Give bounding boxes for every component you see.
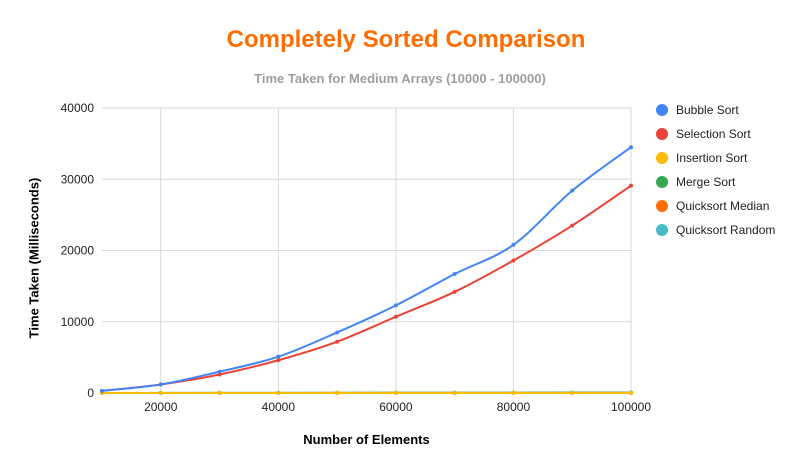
data-point-bubble-sort <box>629 145 633 150</box>
y-tick-label: 10000 <box>61 315 95 329</box>
data-point-insertion-sort <box>570 391 575 395</box>
data-point-insertion-sort <box>335 391 340 395</box>
legend-label: Quicksort Median <box>676 199 770 213</box>
legend-item-quicksort-random: Quicksort Random <box>656 218 801 242</box>
data-point-selection-sort <box>570 223 575 228</box>
x-tick-label: 20000 <box>144 400 178 414</box>
legend-marker <box>656 128 668 140</box>
x-tick-label: 40000 <box>262 400 296 414</box>
legend-label: Merge Sort <box>676 175 736 189</box>
legend-label: Insertion Sort <box>676 151 748 165</box>
legend-marker <box>656 152 668 164</box>
legend-label: Bubble Sort <box>676 103 739 117</box>
y-axis-label: Time Taken (Milliseconds) <box>26 177 42 339</box>
data-point-insertion-sort <box>393 391 398 395</box>
x-tick-label: 100000 <box>611 400 651 414</box>
gridlines <box>102 107 632 394</box>
series-line-bubble-sort <box>101 146 632 392</box>
data-point-insertion-sort <box>511 391 516 395</box>
data-point-selection-sort <box>629 183 633 188</box>
legend-marker <box>656 176 668 188</box>
data-point-bubble-sort <box>158 382 163 387</box>
legend-item-merge-sort: Merge Sort <box>656 170 801 194</box>
data-point-selection-sort <box>217 372 222 377</box>
y-tick-label: 30000 <box>61 172 95 186</box>
data-point-insertion-sort <box>276 391 281 395</box>
legend-item-insertion-sort: Insertion Sort <box>656 146 801 170</box>
data-point-bubble-sort <box>100 388 104 393</box>
data-point-insertion-sort <box>158 391 163 395</box>
legend-label: Selection Sort <box>676 127 751 141</box>
data-point-bubble-sort <box>393 303 398 308</box>
x-tick-labels: 20000 40000 60000 80000 100000 <box>144 400 651 414</box>
y-tick-label: 0 <box>87 386 94 400</box>
series-line-selection-sort <box>101 184 632 392</box>
legend-item-quicksort-median: Quicksort Median <box>656 194 801 218</box>
x-tick-label: 80000 <box>497 400 531 414</box>
data-point-selection-sort <box>393 314 398 319</box>
series-lines <box>101 146 632 394</box>
data-point-bubble-sort <box>511 242 516 247</box>
y-tick-labels: 0 10000 20000 30000 40000 <box>61 101 95 400</box>
chart-title: Completely Sorted Comparison <box>226 26 586 53</box>
data-point-bubble-sort <box>217 369 222 374</box>
data-point-selection-sort <box>276 358 281 363</box>
data-point-insertion-sort <box>452 391 457 395</box>
legend-label: Quicksort Random <box>676 223 776 237</box>
legend-item-bubble-sort: Bubble Sort <box>656 98 801 122</box>
data-point-insertion-sort <box>217 391 222 395</box>
chart-subtitle: Time Taken for Medium Arrays (10000 - 10… <box>254 71 546 86</box>
data-point-bubble-sort <box>452 272 457 277</box>
legend-item-selection-sort: Selection Sort <box>656 122 801 146</box>
data-point-bubble-sort <box>276 354 281 359</box>
data-point-selection-sort <box>511 258 516 263</box>
series-points <box>100 145 633 395</box>
legend-marker <box>656 200 668 212</box>
legend: Bubble Sort Selection Sort Insertion Sort M… <box>656 98 801 242</box>
x-axis-label: Number of Elements <box>303 432 430 447</box>
data-point-selection-sort <box>452 289 457 294</box>
data-point-selection-sort <box>335 339 340 344</box>
y-tick-label: 40000 <box>61 101 95 115</box>
y-tick-label: 20000 <box>61 244 95 258</box>
data-point-bubble-sort <box>335 330 340 335</box>
data-point-insertion-sort <box>629 391 633 395</box>
legend-marker <box>656 104 668 116</box>
data-point-bubble-sort <box>570 188 575 193</box>
x-tick-label: 60000 <box>379 400 413 414</box>
legend-marker <box>656 224 668 236</box>
